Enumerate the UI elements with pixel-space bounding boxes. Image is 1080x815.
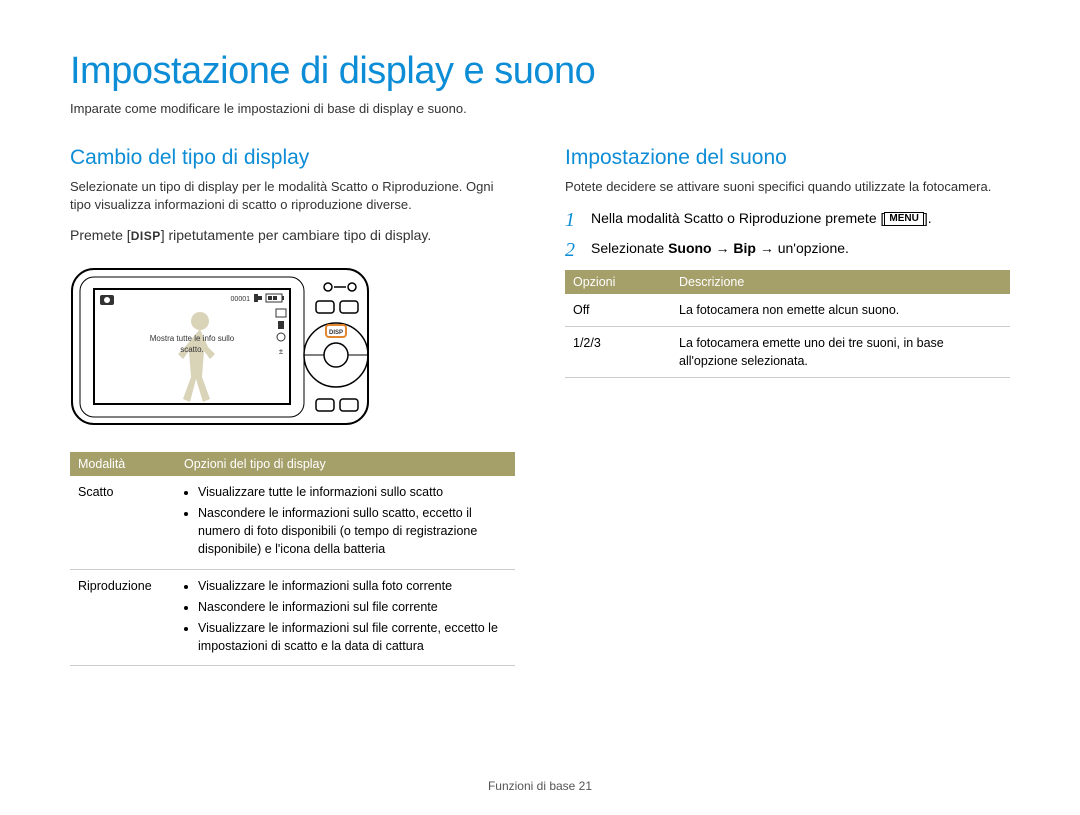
screen-text-1: Mostra tutte le info sullo	[150, 334, 235, 343]
opt-cell: 1/2/3	[565, 326, 671, 377]
th-opt: Opzioni	[565, 270, 671, 294]
step-2: 2 Selezionate Suono → Bip → un'opzione.	[565, 240, 1010, 260]
screen-text-2: scatto.	[180, 345, 204, 354]
disp-key: DISP	[131, 229, 161, 243]
list-item: Visualizzare tutte le informazioni sullo…	[198, 483, 507, 501]
table-row: Off La fotocamera non emette alcun suono…	[565, 294, 1010, 327]
manual-page: Impostazione di display e suono Imparate…	[0, 0, 1080, 815]
list-item: Nascondere le informazioni sullo scatto,…	[198, 504, 507, 558]
table-row: 1/2/3 La fotocamera emette uno dei tre s…	[565, 326, 1010, 377]
screen-counter: 00001	[231, 296, 251, 303]
table-row: Riproduzione Visualizzare le informazion…	[70, 569, 515, 666]
left-instruction: Premete [DISP] ripetutamente per cambiar…	[70, 227, 515, 243]
intro-text: Imparate come modificare le impostazioni…	[70, 101, 1010, 116]
right-column: Impostazione del suono Potete decidere s…	[565, 146, 1010, 666]
step-number: 2	[565, 240, 581, 260]
step-text: Nella modalità Scatto o Riproduzione pre…	[591, 210, 932, 226]
sound-options-table: Opzioni Descrizione Off La fotocamera no…	[565, 270, 1010, 378]
right-body: Potete decidere se attivare suoni specif…	[565, 178, 1010, 196]
menu-key: MENU	[884, 212, 923, 226]
columns: Cambio del tipo di display Selezionate u…	[70, 146, 1010, 666]
th-desc: Descrizione	[671, 270, 1010, 294]
step-text: Selezionate Suono → Bip → un'opzione.	[591, 240, 849, 256]
mode-cell: Scatto	[70, 476, 176, 569]
steps: 1 Nella modalità Scatto o Riproduzione p…	[565, 210, 1010, 260]
list-item: Visualizzare le informazioni sulla foto …	[198, 577, 507, 595]
instr-prefix: Premete [	[70, 227, 131, 243]
left-heading: Cambio del tipo di display	[70, 146, 515, 170]
right-heading: Impostazione del suono	[565, 146, 1010, 170]
desc-cell: La fotocamera emette uno dei tre suoni, …	[671, 326, 1010, 377]
list-item: Visualizzare le informazioni sul file co…	[198, 619, 507, 655]
opts-cell: Visualizzare tutte le informazioni sullo…	[176, 476, 515, 569]
opt-cell: Off	[565, 294, 671, 327]
instr-suffix: ] ripetutamente per cambiare tipo di dis…	[161, 227, 432, 243]
th-opts: Opzioni del tipo di display	[176, 452, 515, 476]
page-title: Impostazione di display e suono	[70, 50, 1010, 93]
camera-illustration: 00001 ±	[70, 259, 515, 434]
left-column: Cambio del tipo di display Selezionate u…	[70, 146, 515, 666]
display-options-table: Modalità Opzioni del tipo di display Sca…	[70, 452, 515, 666]
step-1: 1 Nella modalità Scatto o Riproduzione p…	[565, 210, 1010, 230]
svg-text:±: ±	[279, 347, 284, 356]
page-footer: Funzioni di base 21	[0, 779, 1080, 793]
step-number: 1	[565, 210, 581, 230]
th-mode: Modalità	[70, 452, 176, 476]
table-row: Scatto Visualizzare tutte le informazion…	[70, 476, 515, 569]
left-body: Selezionate un tipo di display per le mo…	[70, 178, 515, 213]
desc-cell: La fotocamera non emette alcun suono.	[671, 294, 1010, 327]
list-item: Nascondere le informazioni sul file corr…	[198, 598, 507, 616]
mode-cell: Riproduzione	[70, 569, 176, 666]
disp-button-label: DISP	[329, 330, 343, 336]
opts-cell: Visualizzare le informazioni sulla foto …	[176, 569, 515, 666]
